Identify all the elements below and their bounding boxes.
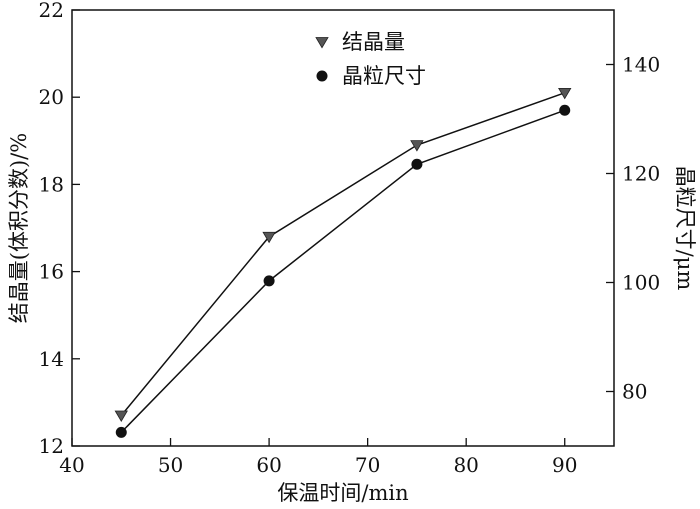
y-axis-label: 结晶量(体积分数)/% <box>7 133 31 323</box>
legend-marker-grain-size <box>316 70 328 82</box>
x-axis-label: 保温时间/min <box>277 481 408 505</box>
y-axis-ticks: 12 14 16 18 20 22 <box>39 0 80 458</box>
series-layer <box>114 87 572 438</box>
y2-tick-label: 100 <box>622 271 660 295</box>
data-point-triangle <box>558 87 572 100</box>
x-tick-label: 90 <box>552 453 577 477</box>
y-tick-label: 22 <box>39 0 64 22</box>
legend: 结晶量 晶粒尺寸 <box>315 30 426 88</box>
legend-label-grain-size: 晶粒尺寸 <box>342 64 426 88</box>
y-tick-label: 18 <box>39 172 64 196</box>
data-point-triangle <box>410 140 424 152</box>
data-point-circle <box>263 275 275 287</box>
data-point-circle <box>411 158 423 170</box>
plot-frame <box>71 9 615 447</box>
legend-marker-crystallinity <box>315 37 329 49</box>
x-tick-label: 70 <box>355 453 380 477</box>
y-tick-label: 14 <box>39 347 64 371</box>
y-tick-label: 12 <box>39 434 64 458</box>
y2-axis-ticks: 80 100 120 140 <box>606 53 660 404</box>
x-tick-label: 40 <box>59 453 84 477</box>
legend-triangle-icon <box>315 37 329 49</box>
data-point-circle <box>559 104 571 116</box>
data-point-triangle <box>262 231 276 244</box>
y2-tick-label: 80 <box>622 380 647 404</box>
x-tick-label: 80 <box>453 453 478 477</box>
data-point-circle <box>115 426 127 438</box>
x-axis-ticks: 40 50 60 70 80 90 <box>59 438 577 477</box>
plot-area <box>71 9 615 447</box>
legend-label-crystallinity: 结晶量 <box>342 30 405 54</box>
y2-axis-label: 晶粒尺寸/μm <box>673 166 697 291</box>
series-line-1 <box>120 109 565 433</box>
y2-tick-label: 140 <box>622 53 660 77</box>
legend-circle-icon <box>316 70 328 82</box>
y2-tick-label: 120 <box>622 162 660 186</box>
series-line-0 <box>120 92 565 416</box>
data-point-triangle <box>114 410 128 422</box>
x-tick-label: 60 <box>256 453 281 477</box>
y-tick-label: 16 <box>39 260 64 284</box>
y-tick-label: 20 <box>39 85 64 109</box>
x-tick-label: 50 <box>158 453 183 477</box>
